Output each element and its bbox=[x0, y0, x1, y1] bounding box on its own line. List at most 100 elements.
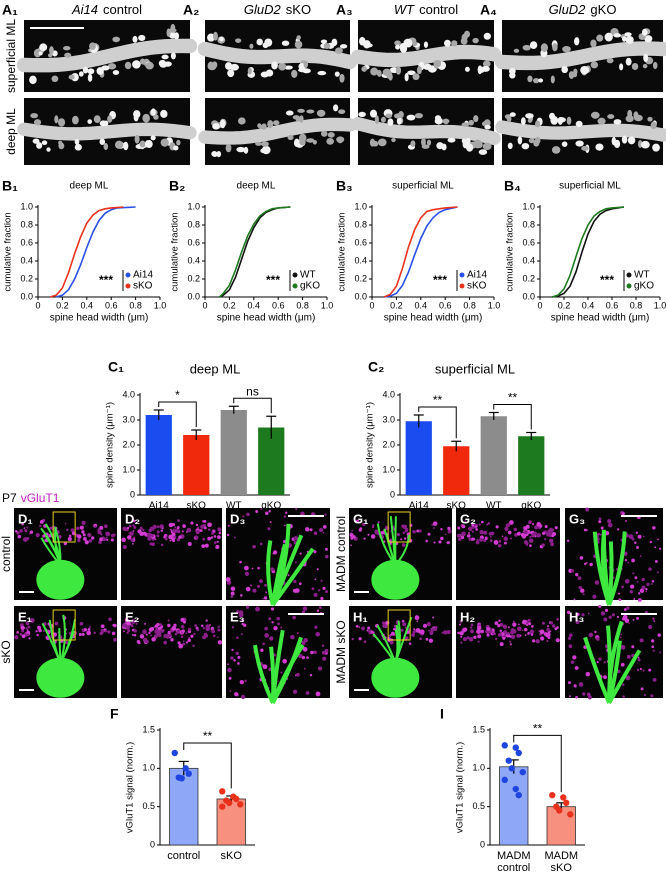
spine bbox=[281, 40, 290, 46]
spine bbox=[398, 111, 404, 119]
x-tick-label: 0 bbox=[537, 300, 542, 310]
x-tick-label: 0.4 bbox=[248, 300, 261, 310]
x-tick-label: 0.4 bbox=[81, 300, 94, 310]
spine bbox=[575, 120, 583, 128]
spine bbox=[533, 77, 540, 84]
puncta bbox=[363, 640, 367, 644]
spine bbox=[261, 141, 269, 147]
puncta bbox=[636, 668, 640, 672]
puncta bbox=[607, 522, 613, 528]
puncta bbox=[597, 532, 601, 536]
puncta bbox=[305, 691, 310, 695]
puncta bbox=[400, 538, 403, 541]
puncta bbox=[428, 638, 434, 643]
spine bbox=[521, 142, 530, 150]
spine bbox=[160, 109, 168, 118]
puncta bbox=[186, 531, 188, 533]
data-point bbox=[219, 803, 226, 810]
puncta bbox=[461, 531, 466, 537]
puncta bbox=[318, 606, 322, 609]
bar bbox=[405, 421, 432, 495]
spine bbox=[54, 115, 59, 124]
spine bbox=[404, 73, 409, 82]
puncta bbox=[26, 630, 31, 635]
spine bbox=[336, 136, 344, 144]
puncta bbox=[527, 631, 530, 635]
puncta bbox=[530, 624, 534, 628]
image-panel-label: E₁ bbox=[18, 609, 32, 624]
y-tick-label: 0.4 bbox=[522, 255, 535, 265]
spine bbox=[89, 42, 96, 50]
puncta bbox=[181, 629, 185, 633]
puncta bbox=[296, 632, 299, 635]
x-tick-label: control bbox=[167, 850, 200, 862]
puncta bbox=[657, 538, 659, 541]
puncta bbox=[480, 632, 483, 634]
cdf-line bbox=[551, 206, 625, 298]
bar bbox=[518, 436, 545, 495]
spine bbox=[320, 130, 328, 137]
puncta bbox=[267, 527, 271, 531]
puncta bbox=[521, 620, 526, 624]
stain-label: P7 vGluT1 bbox=[2, 491, 60, 505]
puncta bbox=[124, 618, 129, 623]
puncta bbox=[213, 541, 217, 544]
puncta bbox=[546, 640, 549, 643]
spine bbox=[613, 33, 622, 38]
puncta bbox=[516, 531, 521, 536]
spine bbox=[133, 110, 141, 119]
puncta bbox=[94, 525, 97, 528]
puncta bbox=[471, 523, 475, 527]
puncta bbox=[622, 683, 625, 686]
puncta bbox=[122, 544, 127, 550]
cdf-line bbox=[551, 206, 625, 298]
puncta bbox=[566, 610, 571, 615]
puncta bbox=[167, 623, 171, 628]
puncta bbox=[608, 615, 612, 619]
y-tick-label: 1.0 bbox=[122, 464, 135, 474]
spine bbox=[47, 53, 53, 58]
x-tick-label: 0.6 bbox=[439, 300, 452, 310]
puncta bbox=[575, 695, 578, 699]
data-point bbox=[233, 795, 240, 803]
x-tick-label: sKO bbox=[221, 850, 243, 862]
puncta bbox=[231, 648, 234, 652]
puncta bbox=[620, 662, 625, 667]
puncta bbox=[264, 626, 268, 631]
x-tick-label: 0.8 bbox=[296, 300, 309, 310]
spine bbox=[87, 73, 93, 82]
spine bbox=[412, 40, 418, 47]
puncta bbox=[589, 562, 593, 567]
spine bbox=[391, 137, 396, 143]
puncta bbox=[325, 590, 329, 594]
puncta bbox=[204, 543, 209, 548]
spine bbox=[107, 63, 117, 70]
puncta bbox=[132, 530, 135, 532]
puncta bbox=[149, 526, 154, 531]
puncta bbox=[598, 604, 602, 608]
puncta bbox=[87, 628, 91, 631]
panel-title: GluD2 gKO bbox=[549, 2, 617, 17]
puncta bbox=[181, 624, 184, 627]
puncta bbox=[446, 629, 451, 635]
puncta bbox=[159, 623, 163, 627]
spine bbox=[334, 71, 340, 77]
puncta bbox=[64, 522, 67, 525]
puncta bbox=[175, 528, 178, 531]
puncta bbox=[638, 592, 641, 595]
puncta bbox=[624, 578, 630, 584]
spine bbox=[299, 115, 304, 123]
puncta bbox=[217, 535, 221, 540]
puncta bbox=[459, 619, 463, 623]
puncta bbox=[517, 626, 522, 632]
x-tick-label: 1.0 bbox=[654, 300, 666, 310]
spine bbox=[256, 38, 263, 46]
puncta bbox=[199, 529, 203, 532]
micrograph bbox=[456, 606, 560, 698]
spine bbox=[652, 143, 660, 152]
spine bbox=[112, 36, 121, 43]
puncta bbox=[475, 528, 479, 531]
puncta bbox=[147, 536, 152, 541]
spine bbox=[303, 60, 309, 68]
puncta bbox=[23, 527, 26, 530]
